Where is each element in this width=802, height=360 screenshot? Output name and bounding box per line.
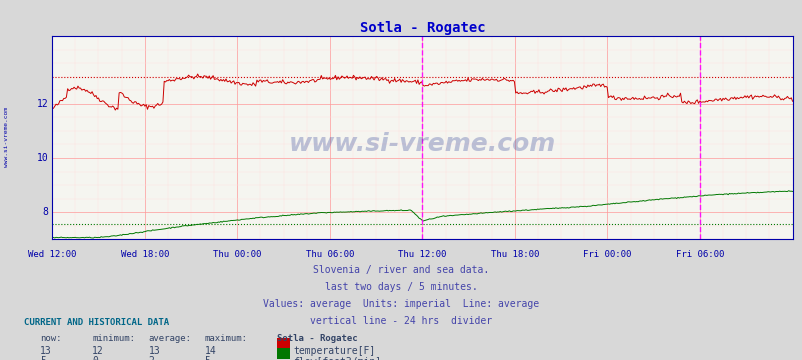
Text: minimum:: minimum: <box>92 334 136 343</box>
Text: CURRENT AND HISTORICAL DATA: CURRENT AND HISTORICAL DATA <box>24 318 169 327</box>
Text: flow[foot3/min]: flow[foot3/min] <box>293 356 381 360</box>
Text: 5: 5 <box>205 356 210 360</box>
Title: Sotla - Rogatec: Sotla - Rogatec <box>359 21 484 35</box>
Text: Values: average  Units: imperial  Line: average: Values: average Units: imperial Line: av… <box>263 299 539 309</box>
Text: Thu 12:00: Thu 12:00 <box>398 250 446 259</box>
Text: Thu 00:00: Thu 00:00 <box>213 250 261 259</box>
Text: 12: 12 <box>36 99 48 109</box>
Text: Sotla - Rogatec: Sotla - Rogatec <box>277 334 357 343</box>
Text: Wed 12:00: Wed 12:00 <box>28 250 76 259</box>
Text: Slovenia / river and sea data.: Slovenia / river and sea data. <box>313 265 489 275</box>
Text: 5: 5 <box>40 356 46 360</box>
Text: 14: 14 <box>205 346 217 356</box>
Text: 12: 12 <box>92 346 104 356</box>
Text: Fri 00:00: Fri 00:00 <box>582 250 631 259</box>
Text: Fri 06:00: Fri 06:00 <box>675 250 723 259</box>
Text: 13: 13 <box>148 346 160 356</box>
Text: www.si-vreme.com: www.si-vreme.com <box>289 132 555 156</box>
Text: 10: 10 <box>36 153 48 163</box>
Text: now:: now: <box>40 334 62 343</box>
Text: last two days / 5 minutes.: last two days / 5 minutes. <box>325 282 477 292</box>
Text: 13: 13 <box>40 346 52 356</box>
Text: Thu 18:00: Thu 18:00 <box>490 250 538 259</box>
Text: Wed 18:00: Wed 18:00 <box>120 250 168 259</box>
Text: www.si-vreme.com: www.si-vreme.com <box>4 107 9 167</box>
Text: Thu 06:00: Thu 06:00 <box>306 250 354 259</box>
Text: average:: average: <box>148 334 192 343</box>
Text: 8: 8 <box>43 207 48 217</box>
Text: vertical line - 24 hrs  divider: vertical line - 24 hrs divider <box>310 316 492 327</box>
Text: maximum:: maximum: <box>205 334 248 343</box>
Text: 2: 2 <box>148 356 154 360</box>
Text: temperature[F]: temperature[F] <box>293 346 375 356</box>
Text: 0: 0 <box>92 356 98 360</box>
